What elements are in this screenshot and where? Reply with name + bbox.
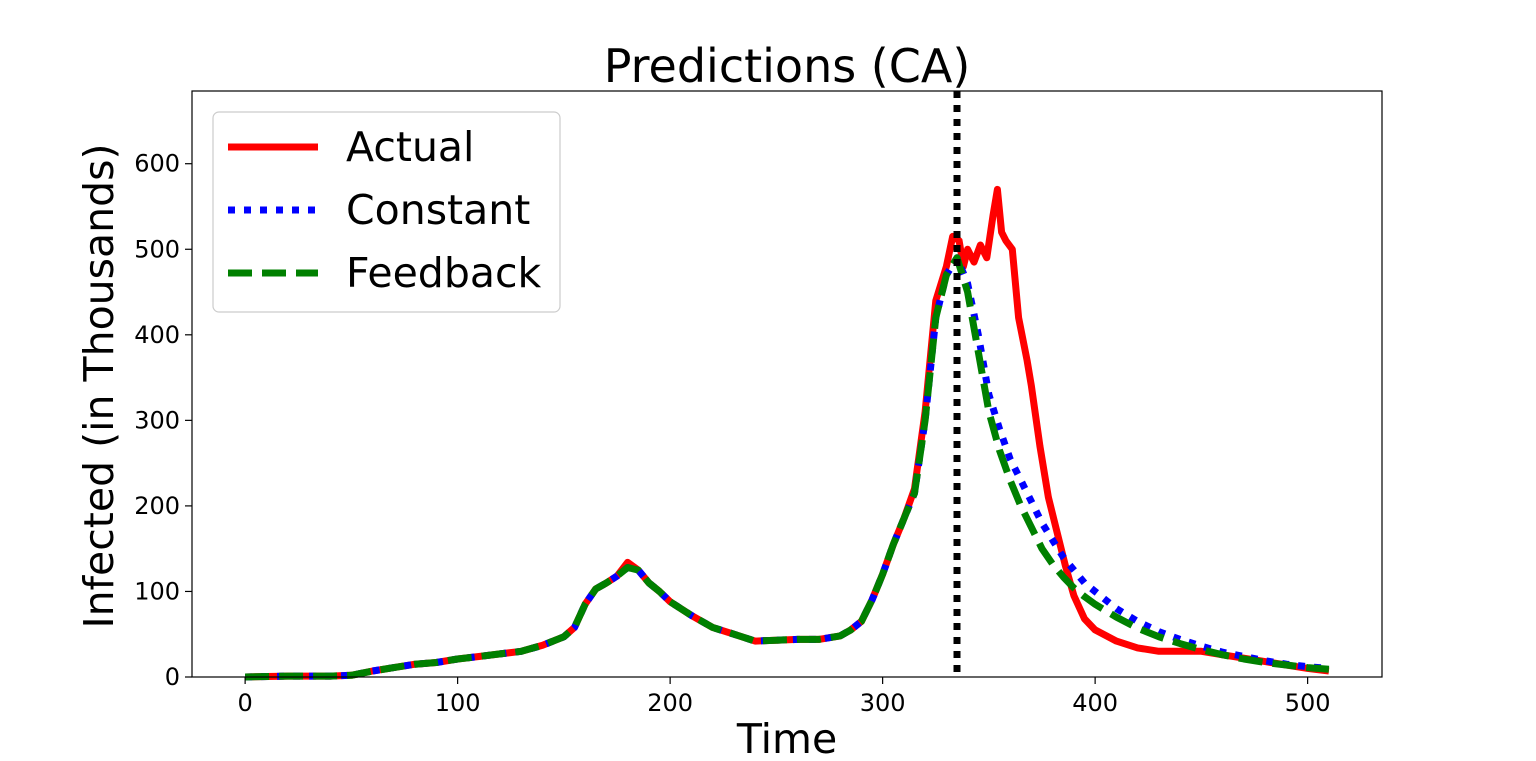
series-layer [245,185,1330,681]
plot-frame [191,90,1383,678]
y-tick-label: 400 [134,321,180,349]
x-tick-label: 300 [860,689,906,717]
x-tick-label: 100 [435,689,481,717]
y-tick-label: 0 [165,663,180,691]
x-tick-label: 400 [1072,689,1118,717]
x-axis-title: Time [736,715,837,761]
legend-label-feedback: Feedback [346,249,542,297]
y-axis-title: Infected (in Thousands) [75,144,123,629]
series-line-constant [245,254,1330,681]
y-tick-label: 100 [134,577,180,605]
y-tick-label: 300 [134,406,180,434]
legend-label-actual: Actual [346,123,474,171]
chart-title: Predictions (CA) [604,39,971,93]
legend-box [212,111,561,313]
x-tick-label: 500 [1285,689,1331,717]
series-line-feedback [245,254,1330,681]
y-tick-label: 200 [134,492,180,520]
legend-label-constant: Constant [346,186,530,234]
x-tick-label: 0 [237,689,252,717]
legend: Actual Constant Feedback [212,111,561,313]
ticks-layer: 0 100 200 300 400 500 0 100 200 300 400 500 600 [134,150,1330,717]
y-tick-label: 500 [134,235,180,263]
x-tick-label: 200 [647,689,693,717]
legend-items: Actual Constant Feedback [228,123,542,297]
y-tick-label: 600 [134,150,180,178]
